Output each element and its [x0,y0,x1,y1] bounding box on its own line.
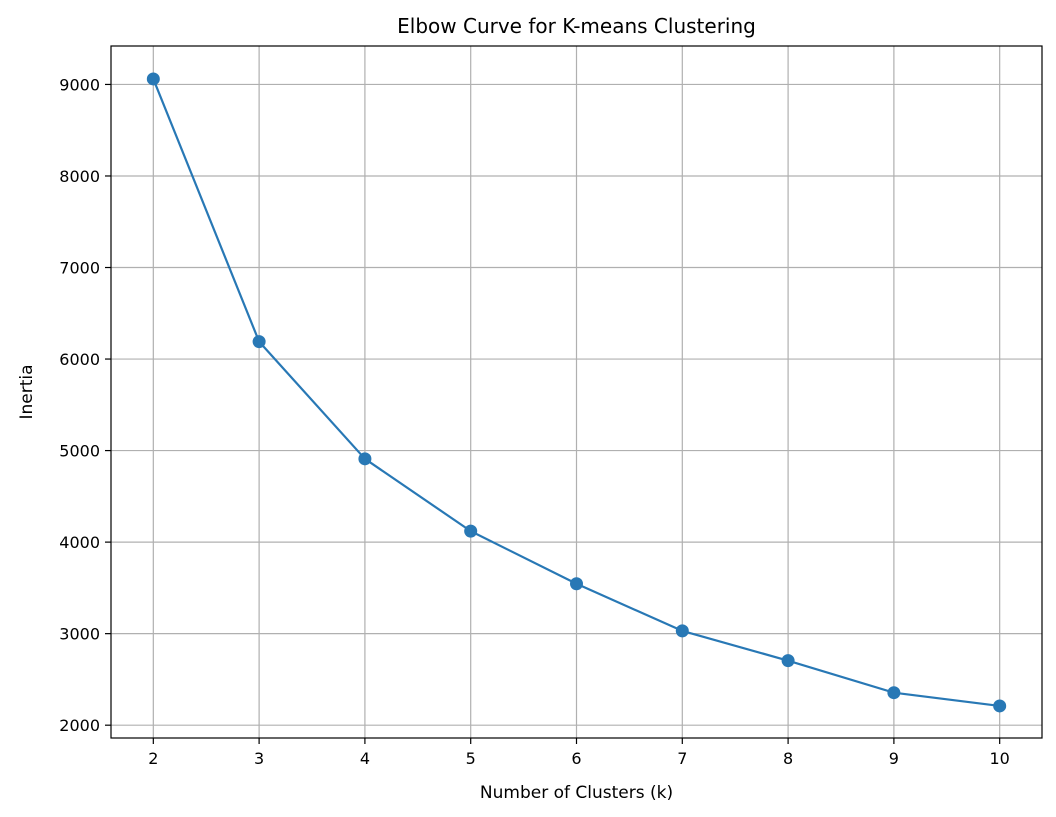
x-tick-label: 8 [783,749,793,768]
x-tick-label: 4 [360,749,370,768]
x-tick-label: 7 [677,749,687,768]
series [146,72,1007,713]
x-tick-label: 5 [466,749,476,768]
y-tick-label: 7000 [59,259,100,278]
y-tick-label: 8000 [59,167,100,186]
y-tick-label: 5000 [59,442,100,461]
data-point [570,577,583,591]
chart-title: Elbow Curve for K-means Clustering [397,14,756,38]
x-tick-label: 10 [990,749,1010,768]
y-tick-label: 3000 [59,625,100,644]
data-point [146,72,160,86]
data-point [675,624,689,638]
data-point [464,524,478,538]
data-point [993,699,1007,713]
x-tick-label: 6 [571,749,581,768]
data-point [887,686,901,700]
x-tick-label: 9 [889,749,899,768]
x-tick-label: 2 [148,749,158,768]
grid [111,46,1042,738]
axes: 2 3 4 5 6 7 8 9 10 2000 3000 4000 5000 6000 7000 8000 90… [59,75,1010,768]
data-point [358,452,372,466]
data-point [252,335,266,349]
y-tick-label: 2000 [59,716,100,735]
y-tick-label: 6000 [59,350,100,369]
y-tick-label: 9000 [59,75,100,94]
data-point [781,654,795,668]
x-axis-label: Number of Clusters (k) [480,783,673,803]
plot-frame [110,45,1043,739]
y-axis-label: Inertia [17,364,37,419]
x-tick-label: 3 [254,749,264,768]
y-tick-label: 4000 [59,533,100,552]
